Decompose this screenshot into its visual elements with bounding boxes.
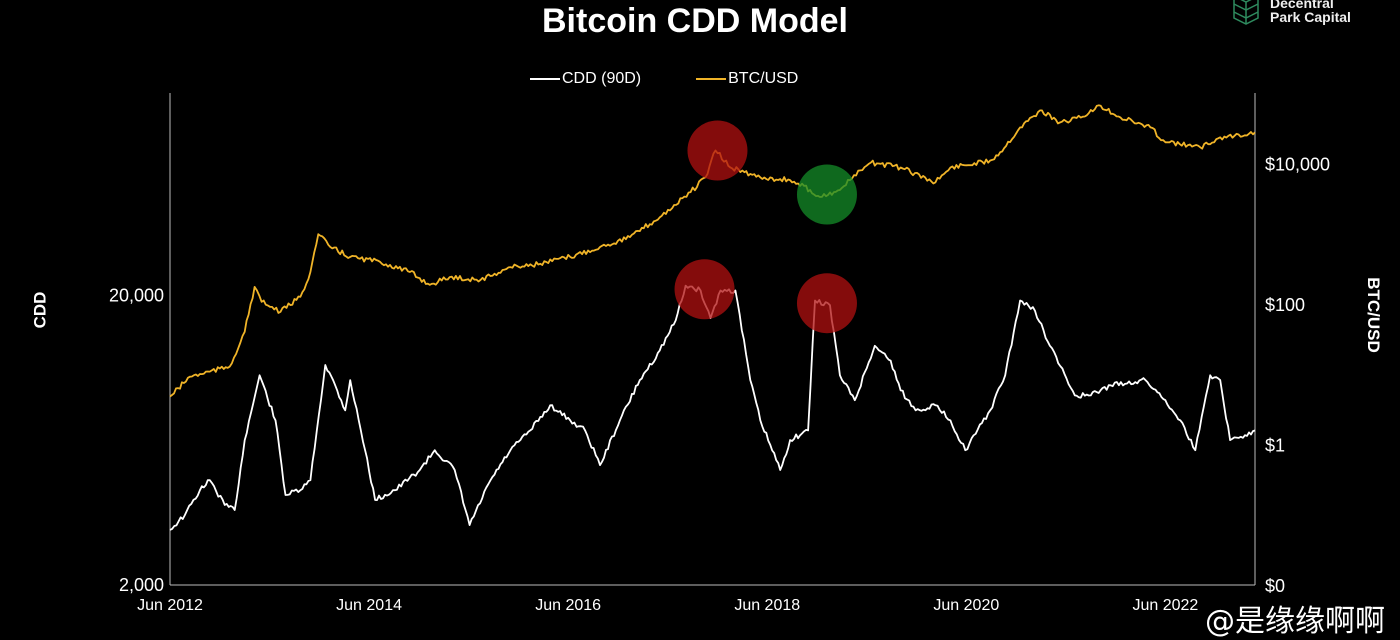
- red-top-marker: [674, 259, 735, 320]
- legend: CDD (90D) BTC/USD: [530, 70, 798, 88]
- cdd-series-line: [169, 284, 1256, 531]
- brand-logo: Decentral Park Capital: [1230, 0, 1351, 26]
- y-right-tick-label: $10,000: [1265, 154, 1330, 174]
- legend-swatch-btc: [696, 78, 727, 80]
- red-top-marker: [687, 120, 748, 181]
- legend-item-btc: BTC/USD: [696, 70, 798, 88]
- x-tick-label: Jun 2014: [336, 597, 402, 614]
- red-top-marker: [796, 273, 857, 334]
- legend-item-cdd: CDD (90D): [530, 70, 641, 88]
- green-bottom-marker: [796, 164, 857, 225]
- legend-label-cdd: CDD (90D): [562, 70, 642, 87]
- legend-swatch-cdd: [530, 78, 560, 80]
- watermark: @是缘缘啊啊: [1205, 604, 1385, 639]
- y-left-tick-label: 20,000: [109, 285, 164, 305]
- y-right-tick-label: $100: [1265, 295, 1305, 315]
- cube-logo-icon: [1233, 0, 1259, 25]
- y-right-tick-label: $0: [1265, 576, 1285, 596]
- x-tick-label: Jun 2018: [734, 597, 800, 614]
- x-tick-label: Jun 2022: [1132, 597, 1198, 614]
- logo-text-2: Park Capital: [1270, 9, 1351, 25]
- x-tick-label: Jun 2012: [137, 597, 203, 614]
- y-right-tick-label: $1: [1265, 435, 1285, 455]
- legend-label-btc: BTC/USD: [728, 70, 799, 87]
- logo-text-1: Decentral: [1270, 0, 1334, 11]
- y-left-tick-label: 2,000: [119, 575, 164, 595]
- x-tick-label: Jun 2016: [535, 597, 601, 614]
- x-tick-label: Jun 2020: [933, 597, 999, 614]
- chart-title: Bitcoin CDD Model: [542, 2, 848, 40]
